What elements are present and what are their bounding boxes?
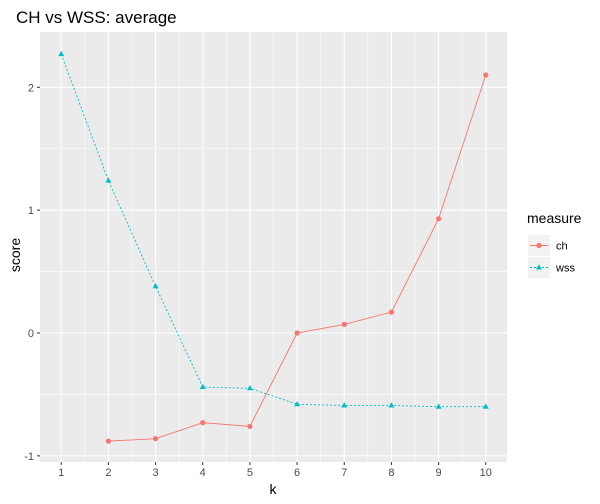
data-point-wss	[482, 403, 489, 409]
x-tick-label: 9	[436, 467, 442, 479]
x-tick-label: 5	[247, 467, 253, 479]
legend-label-ch: ch	[556, 241, 568, 253]
data-point-wss	[199, 383, 206, 390]
data-point-wss	[58, 50, 65, 57]
series-line-wss	[60, 53, 486, 408]
legend-key-wss: wss	[528, 257, 575, 278]
legend-marker-ch	[536, 242, 542, 249]
x-axis: 1 2 3 4 5 6 7 8 9 10	[58, 462, 492, 479]
data-point-ch	[105, 438, 111, 444]
x-tick-label: 4	[200, 467, 206, 479]
data-point-ch	[341, 321, 347, 327]
y-axis: -1 0 1 2	[24, 82, 40, 463]
data-point-wss	[152, 283, 159, 289]
data-point-wss	[246, 384, 253, 391]
data-point-ch	[247, 423, 253, 429]
legend-marker-wss	[536, 264, 542, 270]
legend-title: measure	[527, 210, 582, 226]
x-tick-label: 7	[341, 467, 347, 479]
legend-label-wss: wss	[555, 263, 575, 275]
y-axis-title: score	[7, 238, 23, 272]
data-point-ch	[436, 216, 442, 222]
data-point-ch	[152, 436, 159, 442]
data-point-ch	[200, 420, 206, 426]
data-point-ch	[388, 309, 395, 315]
data-point-wss	[294, 400, 301, 407]
series-layer	[58, 50, 489, 444]
x-tick-label: 1	[58, 467, 64, 479]
x-tick-label: 3	[153, 467, 159, 479]
data-point-wss	[341, 402, 348, 408]
x-tick-label: 10	[480, 467, 492, 479]
y-tick-label: 0	[28, 328, 34, 340]
data-point-wss	[435, 403, 442, 409]
x-tick-label: 8	[388, 467, 394, 479]
data-point-wss	[388, 402, 395, 408]
series-ch	[105, 72, 489, 444]
chart-title: CH vs WSS: average	[16, 8, 177, 27]
y-tick-label: 1	[28, 205, 34, 217]
y-tick-label: 2	[28, 82, 34, 94]
series-wss	[58, 50, 489, 409]
data-point-ch	[483, 72, 489, 78]
legend-key-ch: ch	[528, 235, 568, 256]
legend: measure ch wss	[527, 210, 582, 278]
x-tick-label: 6	[294, 467, 300, 479]
data-point-ch	[294, 330, 300, 336]
x-tick-label: 2	[105, 467, 111, 479]
major-gridlines	[40, 32, 507, 462]
y-tick-label: -1	[24, 451, 34, 463]
x-axis-title: k	[270, 481, 278, 497]
data-point-wss	[105, 177, 112, 183]
minor-gridlines	[40, 32, 507, 462]
